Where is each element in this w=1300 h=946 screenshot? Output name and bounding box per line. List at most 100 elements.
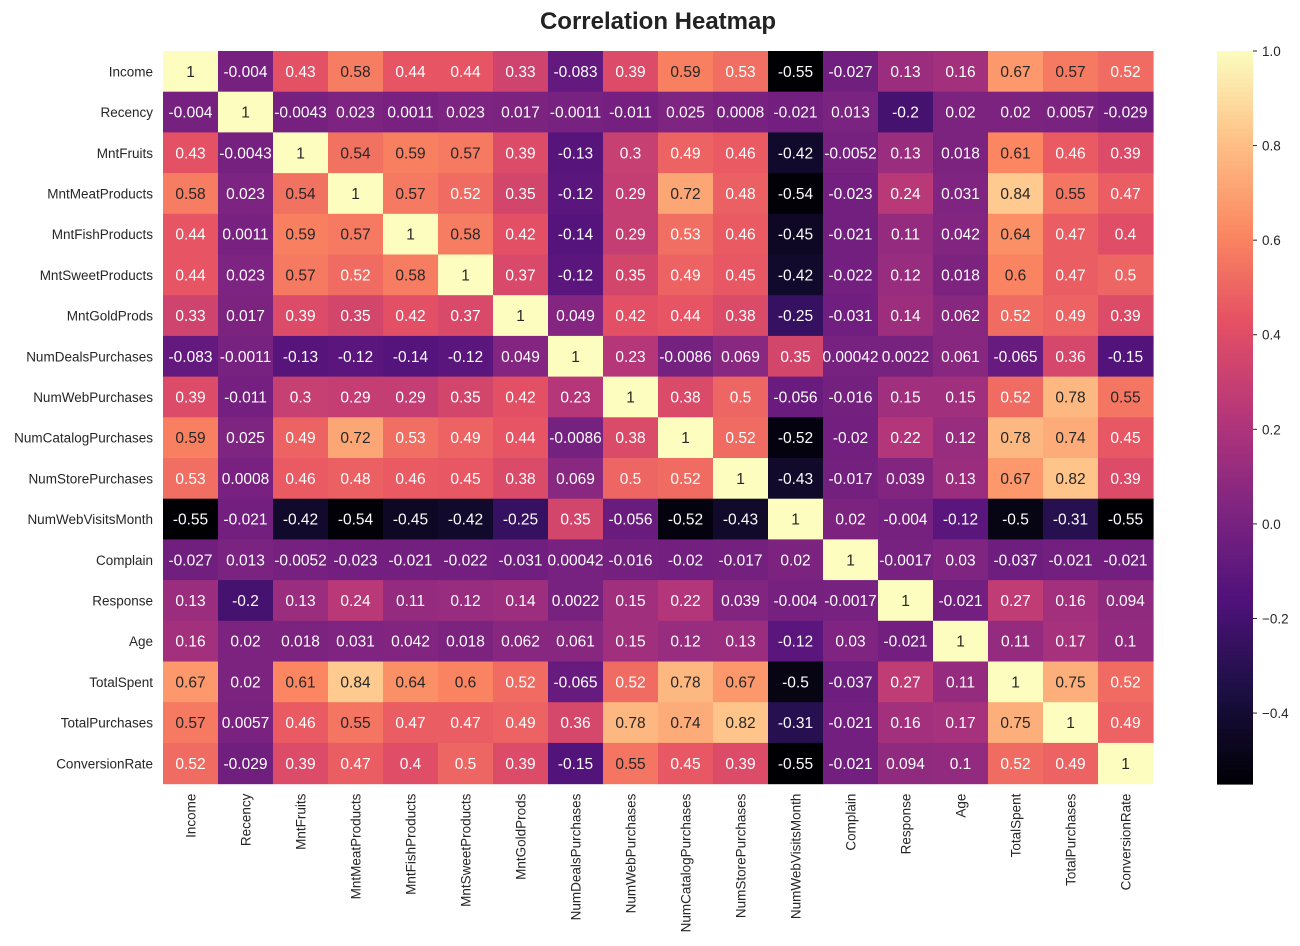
colorbar-segment <box>1217 325 1253 332</box>
heatmap-cell <box>713 132 769 174</box>
heatmap-cell <box>438 417 494 459</box>
column-tick-label: MntGoldProds <box>514 793 529 880</box>
heatmap-cell <box>548 173 604 215</box>
cell-value-label: -0.12 <box>558 267 593 284</box>
cell-value-label: 0.44 <box>175 227 206 244</box>
heatmap-cell <box>603 132 659 174</box>
cell-value-label: 0.29 <box>615 227 645 244</box>
colorbar-segment <box>1217 463 1253 469</box>
colorbar-segment <box>1217 651 1253 657</box>
heatmap-cell <box>548 254 604 296</box>
heatmap-cell <box>823 417 879 459</box>
heatmap-cell <box>768 376 824 418</box>
heatmap-cell <box>1098 213 1154 256</box>
cell-value-label: 0.37 <box>505 267 535 284</box>
heatmap-cell <box>218 742 274 785</box>
colorbar-segment <box>1217 293 1253 299</box>
colorbar-segment <box>1217 362 1253 368</box>
cell-value-label: 0.49 <box>1110 715 1140 732</box>
cell-value-label: 0.67 <box>1000 64 1030 81</box>
cell-value-label: 0.16 <box>890 715 920 732</box>
cell-value-label: 0.58 <box>175 186 205 203</box>
heatmap-cell <box>1043 539 1099 581</box>
heatmap-cell <box>438 51 494 93</box>
colorbar-segment <box>1217 280 1253 286</box>
colorbar-segment <box>1217 115 1253 121</box>
cell-value-label: -0.52 <box>778 430 813 447</box>
heatmap-cells: 1 -0.004 0.43 0.58 0.44 0.44 0.33 -0.083 0.39 0.5… <box>163 51 1154 785</box>
colorbar-segment <box>1217 371 1253 377</box>
cell-value-label: -0.45 <box>778 227 813 244</box>
heatmap-cell <box>713 295 769 337</box>
heatmap-cell <box>1098 620 1154 663</box>
cell-value-label: 0.64 <box>1000 227 1031 244</box>
heatmap-cell <box>1043 417 1099 459</box>
heatmap-cell <box>548 498 604 540</box>
cell-value-label: 0.43 <box>285 64 315 81</box>
heatmap-cell <box>823 376 879 418</box>
heatmap-cell <box>548 295 604 337</box>
cell-value-label: -0.02 <box>833 430 868 447</box>
heatmap-cell <box>1098 742 1154 785</box>
heatmap-cell <box>823 458 879 500</box>
cell-value-label: 0.12 <box>450 593 480 610</box>
cell-value-label: 0.59 <box>285 227 315 244</box>
heatmap-cell <box>163 376 219 418</box>
colorbar-segment <box>1217 742 1253 748</box>
heatmap-cell <box>438 254 494 296</box>
heatmap-cell <box>493 417 549 459</box>
heatmap-cell <box>933 580 989 622</box>
cell-value-label: 0.3 <box>620 145 642 162</box>
cell-value-label: 0.57 <box>395 186 425 203</box>
heatmap-cell <box>823 295 879 337</box>
heatmap-cell <box>328 335 384 378</box>
colorbar-segment <box>1217 101 1253 107</box>
heatmap-cell <box>218 91 274 133</box>
heatmap-cell <box>273 173 329 215</box>
colorbar-segment <box>1217 472 1253 478</box>
heatmap-cell <box>1098 458 1154 500</box>
heatmap-cell <box>988 458 1044 500</box>
colorbar-segment <box>1217 376 1253 382</box>
cell-value-label: 0.1 <box>1115 634 1137 651</box>
heatmap-cell <box>933 498 989 540</box>
cell-value-label: -0.42 <box>778 267 813 284</box>
cell-value-label: 0.5 <box>730 389 752 406</box>
heatmap-cell <box>493 539 549 581</box>
heatmap-cell <box>1098 254 1154 296</box>
cell-value-label: 0.48 <box>340 471 370 488</box>
colorbar-segment <box>1217 298 1253 304</box>
cell-value-label: -0.31 <box>1053 512 1088 529</box>
cell-value-label: 0.74 <box>1055 430 1086 447</box>
colorbar-segment <box>1217 509 1253 515</box>
row-tick-label: TotalPurchases <box>61 716 154 731</box>
heatmap-cell <box>933 335 989 378</box>
heatmap-cell <box>713 335 769 378</box>
colorbar-segment <box>1217 394 1253 400</box>
colorbar-segment <box>1217 435 1253 441</box>
cell-value-label: -0.13 <box>283 349 318 366</box>
cell-value-label: 0.46 <box>285 715 315 732</box>
colorbar-segment <box>1217 335 1253 341</box>
cell-value-label: 0.78 <box>670 674 700 691</box>
heatmap-cell <box>603 51 659 93</box>
cell-value-label: 0.52 <box>505 674 535 691</box>
cell-value-label: 0.46 <box>1055 145 1085 162</box>
heatmap-cell <box>273 458 329 500</box>
heatmap-cell <box>383 91 439 133</box>
heatmap-cell <box>658 539 714 581</box>
heatmap-cell <box>603 580 659 622</box>
colorbar-tick-label: −0.4 <box>1262 706 1289 721</box>
heatmap-cell <box>713 620 769 663</box>
cell-value-label: 0.049 <box>501 349 540 366</box>
cell-value-label: 0.15 <box>890 389 920 406</box>
colorbar-segment <box>1217 174 1253 180</box>
heatmap-cell <box>878 620 934 663</box>
heatmap-cell <box>713 213 769 256</box>
cell-value-label: 0.13 <box>890 145 920 162</box>
heatmap-cell <box>328 417 384 459</box>
heatmap-cell <box>988 295 1044 337</box>
heatmap-cell <box>988 254 1044 296</box>
heatmap-cell <box>383 335 439 378</box>
cell-value-label: 0.38 <box>670 389 700 406</box>
